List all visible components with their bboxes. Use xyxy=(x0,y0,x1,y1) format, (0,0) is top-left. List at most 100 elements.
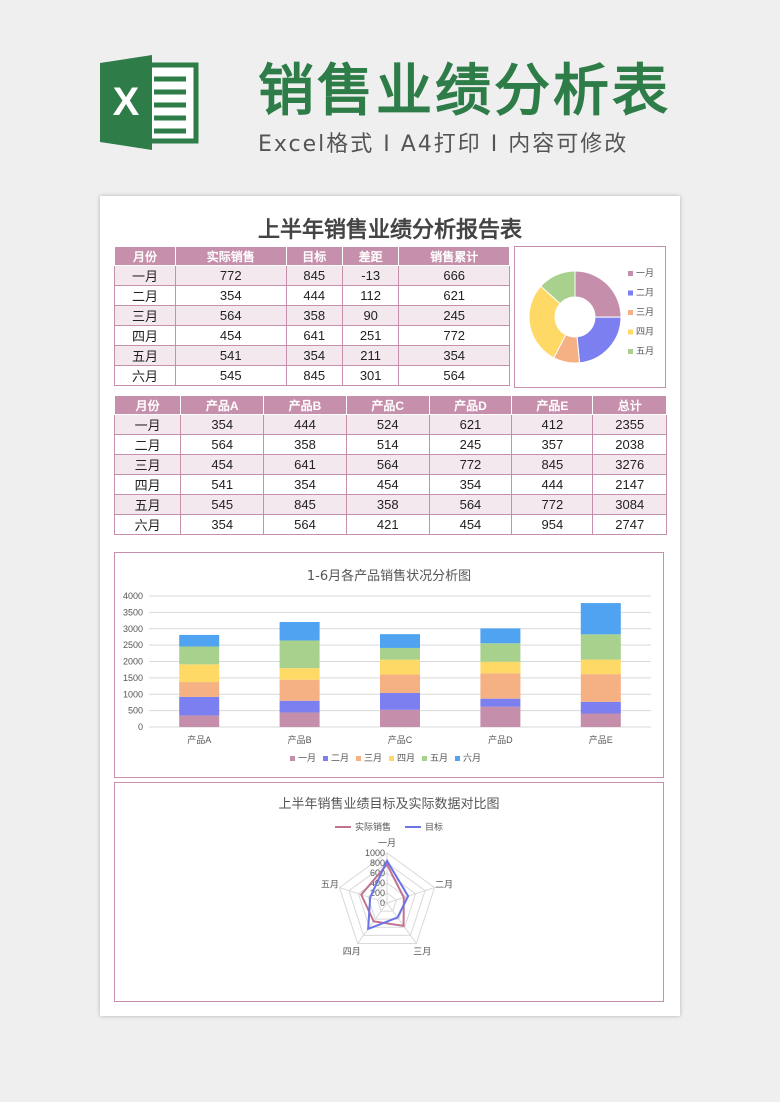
bar-segment xyxy=(279,622,320,641)
radar-spoke xyxy=(357,902,388,944)
donut-chart: 一月 二月 三月 四月 五月 xyxy=(514,246,666,388)
x-tick-label: 产品B xyxy=(288,734,312,745)
donut-slice xyxy=(576,316,622,364)
table-row: 一月 772 845 -13 666 xyxy=(114,265,510,286)
column-header: 产品C xyxy=(345,395,430,415)
app-title: 销售业绩分析表 xyxy=(258,59,671,124)
table-cell: 354 xyxy=(286,345,343,366)
table-cell: 358 xyxy=(346,494,430,515)
bar-segment xyxy=(480,706,521,727)
table-row: 五月 541 354 211 354 xyxy=(114,345,510,366)
bar-segment xyxy=(580,713,621,727)
excel-logo-icon: X xyxy=(100,55,199,150)
legend-swatch xyxy=(290,756,295,761)
bar-segment xyxy=(380,693,420,710)
table-row: 二月 354 444 112 621 xyxy=(114,285,510,306)
row-label-cell: 五月 xyxy=(114,345,176,366)
table-cell: 772 xyxy=(175,265,287,286)
table-cell: 541 xyxy=(180,474,265,495)
table-cell: 454 xyxy=(429,514,513,535)
legend-swatch xyxy=(389,756,394,761)
bar-segment xyxy=(580,701,621,714)
y-tick-label: 2000 xyxy=(123,657,143,667)
bar-segment xyxy=(380,634,420,648)
table-cell: 541 xyxy=(175,345,287,366)
row-label-cell: 四月 xyxy=(113,474,182,495)
table-cell: 564 xyxy=(346,454,430,475)
page-header: X 销售业绩分析表 Excel格式 I A4打印 I 内容可修改 xyxy=(0,0,780,190)
bar-segment xyxy=(179,634,220,647)
bar-segment xyxy=(480,643,521,662)
table-cell: 954 xyxy=(511,514,594,535)
table-header-row: 月份 实际销售 目标 差距 销售累计 xyxy=(114,246,510,266)
bar-segment xyxy=(580,674,621,702)
table-row: 一月 354 444 524 621 412 2355 xyxy=(113,414,667,435)
column-header: 目标 xyxy=(285,246,343,266)
column-header: 销售累计 xyxy=(398,246,510,266)
bar-segment xyxy=(279,700,320,713)
table-cell: 354 xyxy=(180,414,265,435)
table-cell: 90 xyxy=(342,305,400,326)
table-cell: 245 xyxy=(398,305,510,326)
legend-swatch xyxy=(628,271,633,276)
table-row: 四月 541 354 454 354 444 2147 xyxy=(113,474,667,495)
table-cell: 354 xyxy=(175,285,287,306)
legend-label: 实际销售 xyxy=(355,821,391,833)
legend-label: 一月 xyxy=(636,268,654,279)
legend-swatch xyxy=(628,310,633,315)
table-cell: 621 xyxy=(429,414,513,435)
table-cell: 845 xyxy=(263,494,347,515)
y-tick-label: 0 xyxy=(138,722,143,732)
table-row: 六月 545 845 301 564 xyxy=(114,365,510,386)
bar-segment xyxy=(380,659,420,675)
radar-tick-label: 200 xyxy=(370,888,385,898)
radar-grid xyxy=(338,852,436,944)
table-cell: 354 xyxy=(263,474,347,495)
radar-tick-label: 1000 xyxy=(365,848,385,858)
row-label-cell: 一月 xyxy=(114,265,176,286)
y-tick-label: 3000 xyxy=(123,624,143,634)
table-cell: 444 xyxy=(263,414,347,435)
legend-label: 一月 xyxy=(298,753,316,764)
column-header: 月份 xyxy=(114,246,176,266)
bar-segment xyxy=(279,712,320,727)
table-cell: 444 xyxy=(286,285,343,306)
bar-segment xyxy=(279,640,320,669)
table-cell: 2747 xyxy=(592,514,667,535)
bar-segment xyxy=(279,679,320,701)
column-header: 产品A xyxy=(180,395,265,415)
table-cell: 211 xyxy=(342,345,400,366)
bar-segment xyxy=(380,674,420,694)
row-label-cell: 六月 xyxy=(114,365,176,386)
table-cell: 564 xyxy=(429,494,513,515)
row-label-cell: 二月 xyxy=(113,434,182,455)
bar-segment xyxy=(380,647,420,660)
table-cell: 444 xyxy=(511,474,594,495)
table-cell: 564 xyxy=(175,305,287,326)
legend-label: 四月 xyxy=(397,753,415,764)
table-cell: 2038 xyxy=(592,434,667,455)
radar-chart: 上半年销售业绩目标及实际数据对比图 一月 二月 三月 四月 五月 0 200 400 600 80… xyxy=(114,782,664,1002)
table-cell: 621 xyxy=(398,285,510,306)
table-cell: 421 xyxy=(346,514,430,535)
radar-tick-label: 0 xyxy=(380,898,385,908)
table-cell: 666 xyxy=(398,265,510,286)
bar-segment xyxy=(279,668,320,680)
row-label-cell: 三月 xyxy=(114,305,176,326)
table-header-row: 月份 产品A 产品B 产品C 产品D 产品E 总计 xyxy=(113,395,667,415)
bar-segment xyxy=(480,628,521,644)
radar-series-line xyxy=(360,862,405,927)
table-cell: 357 xyxy=(511,434,594,455)
table-cell: 112 xyxy=(342,285,400,306)
bar-segment xyxy=(179,646,220,665)
table-cell: 251 xyxy=(342,325,400,346)
legend-label: 二月 xyxy=(331,753,349,764)
table-cell: 564 xyxy=(263,514,347,535)
table-row: 四月 454 641 251 772 xyxy=(114,325,510,346)
column-header: 产品B xyxy=(263,395,347,415)
legend-swatch xyxy=(422,756,427,761)
product-sales-table: 月份 产品A 产品B 产品C 产品D 产品E 总计 一月 354 444 524 621 412 235… xyxy=(113,395,667,535)
radar-tick-label: 600 xyxy=(370,868,385,878)
radar-grid xyxy=(348,862,426,936)
